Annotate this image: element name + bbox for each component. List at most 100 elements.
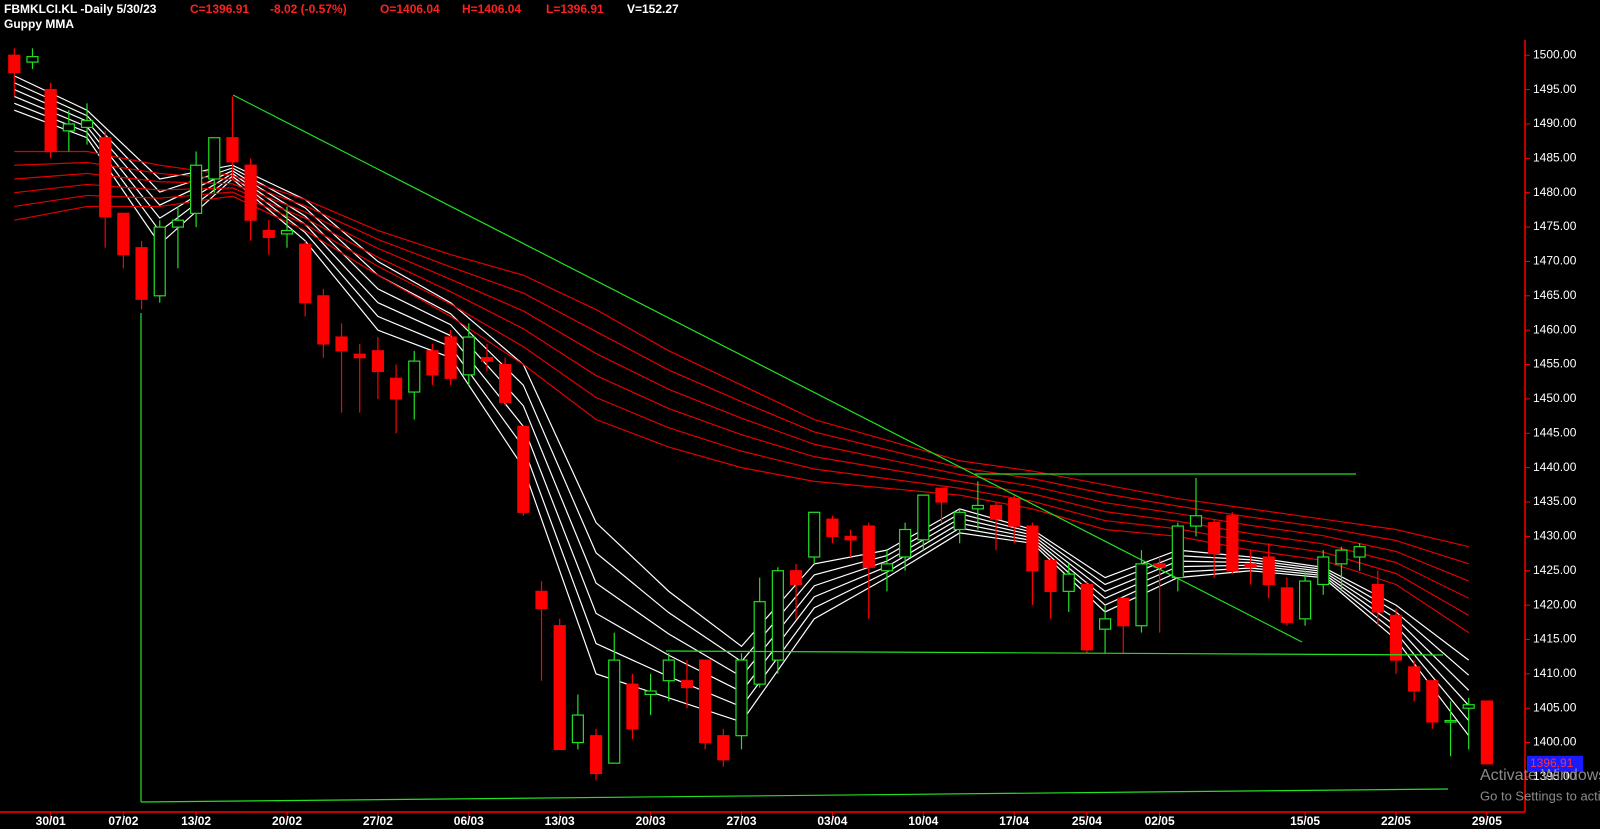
y-tick-label: 1400.00 [1533,735,1577,749]
y-tick-label: 1430.00 [1533,529,1577,543]
candle-body [1389,614,1403,661]
candle-body [517,425,530,513]
watermark-title: Activate Windows [1480,767,1600,784]
candle-body [1044,559,1057,592]
candle-body [971,504,984,510]
candle-body [844,535,857,541]
candle-body [1171,525,1184,579]
quote-open: O=1406.04 [380,2,440,16]
candle-body [44,89,57,153]
candle-body [1426,680,1439,723]
candle-body [789,570,803,586]
candle-body [1208,522,1221,555]
candle-body [1117,597,1130,627]
candle-body [1298,580,1312,620]
candle-body [1444,719,1457,723]
y-tick-label: 1500.00 [1533,47,1577,61]
candle-body [753,601,766,685]
mma-line [14,161,1469,565]
candle-body [571,714,584,744]
candle-body [1080,583,1094,651]
quote-volume: V=152.27 [627,2,679,16]
trendline [140,788,1449,803]
candle-body [99,137,112,218]
trendlines [140,94,1449,803]
candle-body [135,247,148,300]
candle-body [280,229,294,235]
quote-change: -8.02 (-0.57%) [270,2,347,16]
candle-body [317,295,330,345]
candle-body [535,590,548,610]
candle-body [389,377,403,400]
candle-body [553,625,566,751]
candle-body [8,54,21,74]
candle-body [1098,618,1112,630]
y-tick-label: 1455.00 [1533,357,1577,371]
indicator-name: Guppy MMA [4,17,74,31]
candle-body [226,137,239,163]
candle-body [1262,556,1275,586]
y-tick-label: 1405.00 [1533,700,1577,714]
y-tick-label: 1490.00 [1533,116,1577,130]
chart-title: FBMKLCI.KL -Daily 5/30/23 [4,2,157,16]
x-tick-label: 07/02 [108,814,138,828]
x-tick-label: 30/01 [36,814,66,828]
candle-body [1335,549,1348,565]
x-tick-label: 22/05 [1381,814,1411,828]
candle-body [62,123,75,132]
x-tick-label: 27/02 [363,814,393,828]
x-tick-label: 25/04 [1072,814,1102,828]
axes: 1395.00 1400.00 1405.00 1410.00 1415.00 1420.… [36,47,1583,828]
candle-body [917,494,930,541]
y-tick-label: 1465.00 [1533,288,1577,302]
mma-line [14,109,1470,737]
candle-body [1408,666,1421,692]
last-price-box [1527,755,1583,772]
y-tick-label: 1480.00 [1533,185,1577,199]
y-tick-label: 1395.00 [1533,769,1577,783]
candle-body [735,659,748,737]
x-tick-label: 06/03 [454,814,484,828]
candle-body [1226,515,1239,572]
candle-body [26,56,39,63]
y-tick-label: 1485.00 [1533,151,1577,165]
candle-body [1371,583,1384,613]
candle-body [644,690,657,696]
candle-body [699,659,712,744]
quote-high: H=1406.04 [462,2,521,16]
candle-body [262,229,275,238]
candle-body [1008,497,1021,527]
x-tick-label: 13/03 [545,814,575,828]
quote-close: C=1396.91 [190,2,249,16]
candle-body [935,487,948,503]
x-tick-label: 15/05 [1290,814,1320,828]
candle-body [480,357,494,362]
y-tick-label: 1450.00 [1533,391,1577,405]
y-tick-label: 1460.00 [1533,322,1577,336]
candle-body [899,528,912,558]
candle-body [371,350,384,373]
candle-body [717,735,730,761]
candle-body [1317,556,1330,586]
x-tick-label: 20/02 [272,814,302,828]
candle-body [190,164,203,214]
candle-body [589,735,603,775]
candle-body [1244,563,1257,568]
watermark-text: Go to Settings to activate Windows. [1480,788,1600,803]
y-tick-label: 1410.00 [1533,666,1577,680]
candle-body [862,525,875,568]
candle-body [335,336,348,352]
candle-body [153,226,166,297]
candle-body [1026,525,1039,572]
x-tick-label: 02/05 [1145,814,1175,828]
y-tick-label: 1470.00 [1533,254,1577,268]
candle-body [1462,704,1475,709]
trendline [232,94,1303,643]
candle-body [680,680,694,689]
y-tick-label: 1495.00 [1533,82,1577,96]
candle-body [662,659,675,682]
candle-body [1189,515,1203,527]
y-tick-label: 1445.00 [1533,425,1577,439]
x-tick-label: 27/03 [726,814,756,828]
candle-body [1153,563,1166,568]
